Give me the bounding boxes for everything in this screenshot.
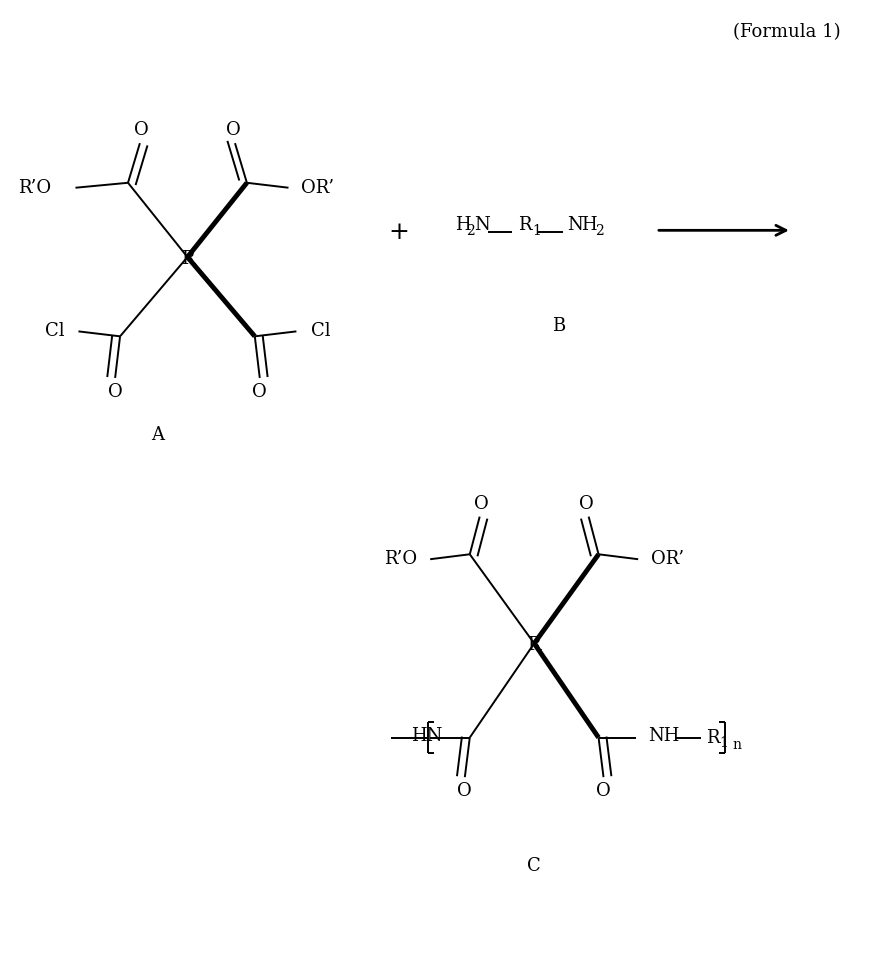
Text: OR’: OR’: [651, 550, 684, 568]
Text: B: B: [552, 317, 565, 335]
Text: 2: 2: [466, 224, 474, 239]
Text: NH: NH: [648, 727, 680, 745]
Text: R’O: R’O: [18, 179, 51, 197]
Text: R’O: R’O: [384, 550, 417, 568]
Text: +: +: [388, 221, 409, 244]
Text: (Formula 1): (Formula 1): [733, 23, 840, 41]
Text: A: A: [151, 426, 164, 444]
Text: 1: 1: [720, 736, 729, 751]
Text: HN: HN: [411, 727, 442, 745]
Text: O: O: [597, 782, 611, 800]
Text: N: N: [474, 217, 489, 234]
Text: H: H: [580, 217, 597, 234]
Text: N: N: [567, 217, 582, 234]
Text: R: R: [705, 729, 719, 747]
Text: R: R: [518, 217, 532, 234]
Text: n: n: [732, 738, 741, 753]
Text: R: R: [528, 636, 541, 654]
Text: Cl: Cl: [312, 323, 331, 340]
Text: R: R: [180, 250, 194, 268]
Text: Cl: Cl: [45, 323, 64, 340]
Text: 1: 1: [532, 224, 541, 239]
Text: O: O: [226, 121, 240, 139]
Text: O: O: [108, 383, 122, 401]
Text: C: C: [527, 858, 541, 876]
Text: 2: 2: [595, 224, 604, 239]
Text: OR’: OR’: [301, 179, 335, 197]
Text: O: O: [253, 383, 267, 401]
Text: O: O: [474, 495, 489, 513]
Text: O: O: [580, 495, 594, 513]
Text: O: O: [457, 782, 472, 800]
Text: H: H: [455, 217, 471, 234]
Text: O: O: [135, 121, 149, 139]
